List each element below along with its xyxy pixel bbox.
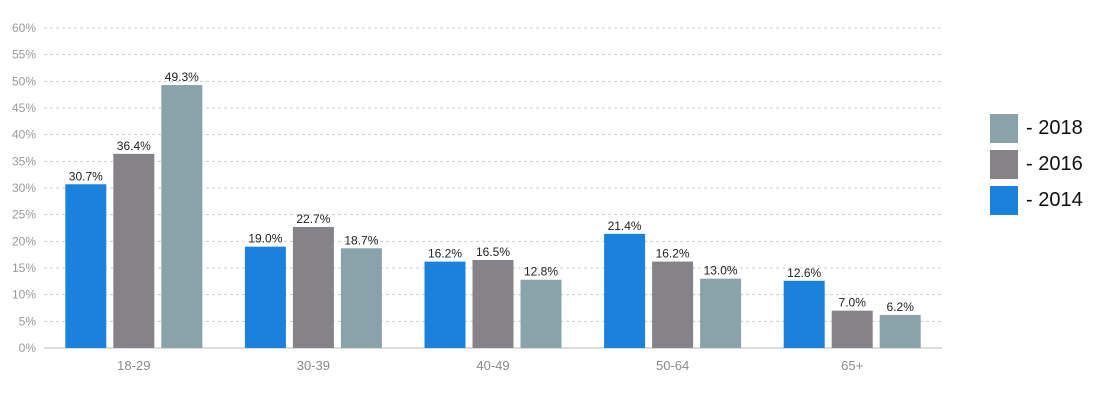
data-label: 22.7% <box>296 212 330 226</box>
bar-40-49-2018 <box>520 279 562 348</box>
data-label: 7.0% <box>839 296 867 310</box>
x-category-label: 30-39 <box>297 358 330 373</box>
bar-30-39-2014 <box>244 246 286 348</box>
data-labels: 30.7% 36.4% 49.3% 19.0% 22.7% 18.7% 16.2% 16.5%… <box>69 70 914 314</box>
bar-40-49-2014 <box>424 261 466 348</box>
y-tick-label: 30% <box>12 181 36 195</box>
x-category-label: 18-29 <box>117 358 150 373</box>
bar-50-64-2018 <box>700 278 742 348</box>
x-category-label: 65+ <box>841 358 863 373</box>
bar-18-29-2014 <box>65 184 107 348</box>
data-label: 13.0% <box>704 264 738 278</box>
bar-65+-2018 <box>879 314 921 348</box>
x-category-label: 40-49 <box>476 358 509 373</box>
data-label: 21.4% <box>608 219 642 233</box>
bar-18-29-2018 <box>161 85 203 349</box>
legend-label: - 2014 <box>1026 188 1083 211</box>
data-label: 12.6% <box>787 266 821 280</box>
bar-50-64-2014 <box>604 233 646 348</box>
y-tick-label: 45% <box>12 101 36 115</box>
bar-40-49-2016 <box>472 260 514 348</box>
bar-65+-2016 <box>831 310 873 348</box>
legend-swatch <box>990 149 1018 179</box>
data-label: 16.5% <box>476 245 510 259</box>
data-label: 16.2% <box>428 247 462 261</box>
legend-item: - 2018 <box>990 110 1083 146</box>
legend: - 2018 - 2016 - 2014 <box>990 110 1083 218</box>
data-label: 30.7% <box>69 169 103 183</box>
y-tick-label: 40% <box>12 128 36 142</box>
x-category-label: 50-64 <box>656 358 689 373</box>
legend-swatch <box>990 113 1018 143</box>
bar-30-39-2016 <box>292 226 334 348</box>
data-label: 12.8% <box>524 265 558 279</box>
y-tick-label: 35% <box>12 154 36 168</box>
data-label: 49.3% <box>165 70 199 84</box>
bar-18-29-2016 <box>113 153 155 348</box>
bar-50-64-2016 <box>652 261 694 348</box>
legend-label: - 2018 <box>1026 116 1083 139</box>
data-label: 16.2% <box>656 247 690 261</box>
y-tick-label: 25% <box>12 208 36 222</box>
bar-30-39-2018 <box>340 248 382 348</box>
y-tick-label: 55% <box>12 48 36 62</box>
y-tick-label: 20% <box>12 234 36 248</box>
data-label: 19.0% <box>248 232 282 246</box>
y-tick-label: 50% <box>12 74 36 88</box>
legend-label: - 2016 <box>1026 152 1083 175</box>
legend-item: - 2016 <box>990 146 1083 182</box>
y-tick-label: 15% <box>12 261 36 275</box>
y-axis-ticks: 0% 5% 10% 15% 20% 25% 30% 35% 40% 45% 50% 55% 60% <box>12 21 36 355</box>
y-tick-label: 60% <box>12 21 36 35</box>
bars <box>65 85 921 349</box>
y-tick-label: 0% <box>19 341 37 355</box>
y-tick-label: 10% <box>12 288 36 302</box>
legend-swatch <box>990 185 1018 215</box>
data-label: 6.2% <box>887 300 915 314</box>
data-label: 18.7% <box>344 233 378 247</box>
legend-item: - 2014 <box>990 182 1083 218</box>
data-label: 36.4% <box>117 139 151 153</box>
y-tick-label: 5% <box>19 314 37 328</box>
x-axis-categories: 18-29 30-39 40-49 50-64 65+ <box>117 358 863 373</box>
bar-65+-2014 <box>783 280 825 348</box>
